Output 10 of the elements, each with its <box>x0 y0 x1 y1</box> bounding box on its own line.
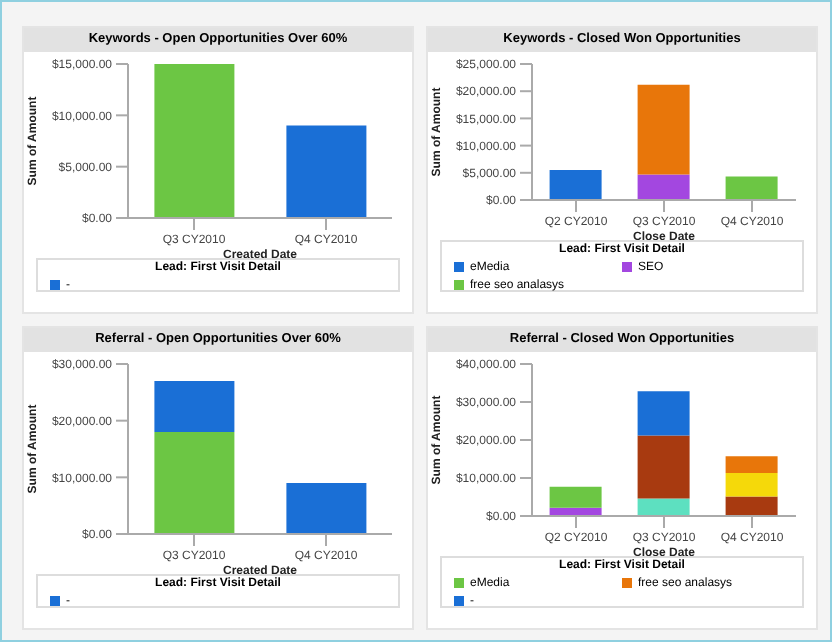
bar <box>637 435 690 499</box>
bar <box>725 456 778 474</box>
bar <box>154 381 235 432</box>
bar <box>725 473 778 497</box>
bar <box>549 486 602 508</box>
bar <box>725 496 778 516</box>
bar <box>637 498 690 516</box>
bar <box>154 432 235 534</box>
bar <box>286 483 367 534</box>
bar <box>637 391 690 436</box>
